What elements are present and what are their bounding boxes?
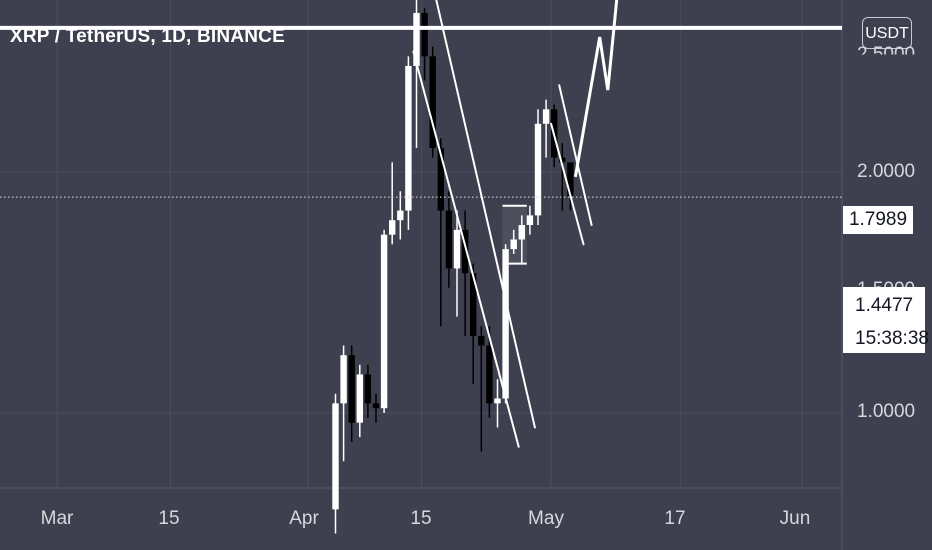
- price-label-2-0: 2.0000: [857, 161, 916, 182]
- candle: [421, 8, 428, 81]
- candle: [453, 210, 461, 317]
- consolidation-box[interactable]: [502, 205, 527, 264]
- candle: [397, 191, 404, 240]
- time-label-mar: Mar: [40, 508, 74, 529]
- candle: [372, 393, 380, 423]
- candle: [502, 244, 509, 404]
- candle: [356, 364, 363, 438]
- candle: [445, 191, 453, 288]
- candle: [429, 46, 436, 158]
- resistance-price-tag: 1.7989: [843, 206, 913, 234]
- candle: [413, 0, 420, 148]
- candle: [380, 229, 388, 413]
- candle-body: [453, 229, 461, 269]
- candle-body: [494, 398, 501, 404]
- candles: [332, 0, 574, 534]
- candle: [461, 210, 469, 336]
- candle-body: [478, 335, 485, 346]
- time-label-may: May: [528, 508, 564, 529]
- candle-body: [510, 239, 517, 250]
- price-label-2-5: 2.5000: [857, 44, 916, 65]
- flag-channel-line[interactable]: [558, 84, 593, 227]
- candle-body: [413, 12, 420, 66]
- candle: [348, 345, 355, 442]
- candle-body: [380, 234, 388, 409]
- candle-body: [364, 374, 372, 404]
- falling-channel-line[interactable]: [412, 50, 520, 448]
- candle-body: [567, 162, 574, 197]
- candle: [332, 393, 339, 534]
- candle: [364, 364, 372, 418]
- candle: [559, 143, 566, 211]
- candle: [437, 138, 444, 327]
- price-label-1-5: 1.5000: [857, 279, 915, 289]
- candle: [534, 109, 542, 226]
- candle-body: [429, 56, 436, 148]
- drawings: [0, 0, 842, 448]
- candle: [526, 205, 534, 235]
- time-label-apr: Apr: [289, 508, 319, 529]
- candle-body: [405, 65, 412, 211]
- candle-body: [397, 210, 404, 221]
- candle: [478, 326, 485, 452]
- symbol-title: XRP / TetherUS, 1D, BINANCE: [10, 26, 285, 47]
- candle-body: [542, 109, 550, 124]
- falling-channel-line[interactable]: [422, 0, 536, 429]
- candle-body: [526, 215, 534, 226]
- candle-body: [340, 355, 347, 404]
- candle-body: [518, 225, 525, 240]
- currency-button[interactable]: USDT: [862, 17, 912, 49]
- candle: [340, 345, 347, 462]
- bar-countdown: 15:38:38: [843, 325, 929, 353]
- candle-body: [470, 273, 477, 336]
- flag-channel-line[interactable]: [550, 122, 585, 246]
- candle-body: [461, 229, 469, 274]
- price-label-1-0: 1.0000: [857, 401, 916, 422]
- candle: [510, 229, 517, 254]
- candle-body: [559, 157, 566, 163]
- candle-body: [348, 355, 355, 423]
- last-price-tag: 1.4477: [843, 287, 925, 325]
- candle: [470, 263, 477, 385]
- candle: [405, 56, 412, 230]
- time-label-apr-15: 15: [410, 508, 432, 529]
- candle: [567, 162, 574, 211]
- candle: [486, 326, 493, 418]
- candle-body: [356, 374, 363, 423]
- time-label-mar-15: 15: [158, 508, 180, 529]
- candle: [542, 99, 550, 158]
- candle-body: [534, 123, 542, 216]
- time-label-jun: Jun: [779, 508, 811, 529]
- candle: [518, 215, 525, 264]
- candle: [389, 162, 396, 245]
- candle-body: [421, 12, 428, 57]
- candle-body: [502, 249, 509, 399]
- candle-body: [445, 210, 453, 269]
- candle-body: [332, 403, 339, 510]
- candle-body: [389, 220, 396, 235]
- candle: [494, 379, 501, 428]
- candle-body: [486, 345, 493, 404]
- time-label-may-17: 17: [664, 508, 686, 529]
- projected-path[interactable]: [573, 0, 648, 178]
- candle-body: [437, 147, 444, 211]
- candle-body: [372, 403, 380, 409]
